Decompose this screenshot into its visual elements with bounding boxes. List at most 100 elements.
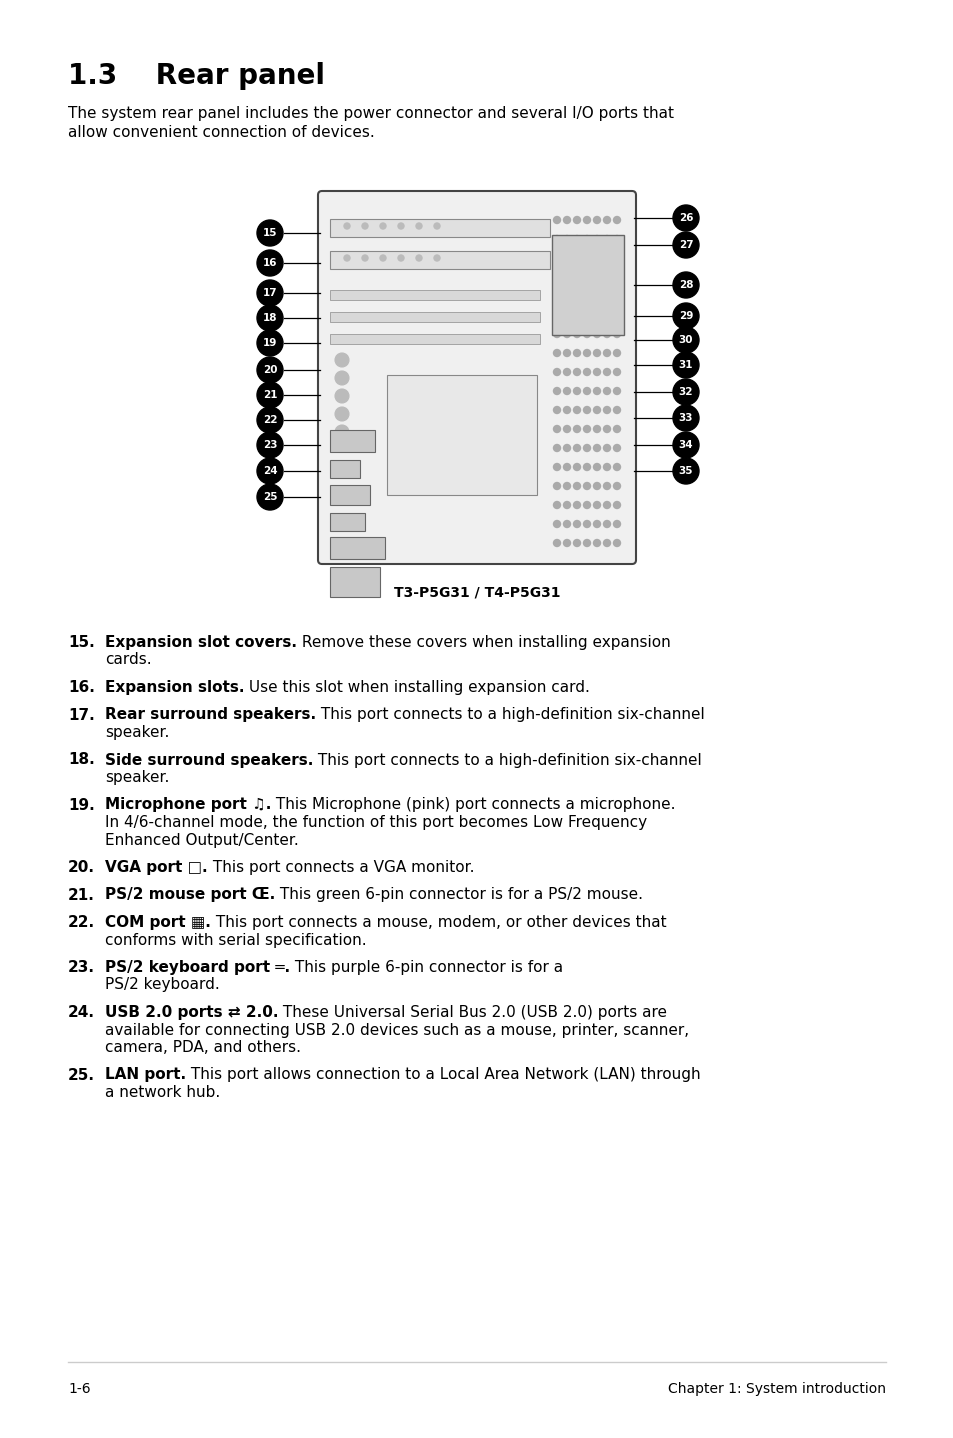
Text: PS/2 keyboard.: PS/2 keyboard. (105, 978, 219, 992)
Circle shape (603, 217, 610, 223)
Circle shape (603, 292, 610, 299)
Circle shape (593, 483, 599, 489)
Circle shape (553, 217, 560, 223)
Circle shape (256, 457, 283, 485)
Text: 32: 32 (678, 387, 693, 397)
Text: Expansion slot covers.: Expansion slot covers. (105, 636, 296, 650)
Circle shape (672, 352, 699, 378)
Circle shape (672, 431, 699, 457)
Circle shape (553, 255, 560, 262)
Text: speaker.: speaker. (105, 725, 170, 741)
Text: 20: 20 (262, 365, 277, 375)
Circle shape (672, 303, 699, 329)
Text: VGA port □.: VGA port □. (105, 860, 208, 874)
Circle shape (593, 368, 599, 375)
Circle shape (563, 539, 570, 546)
Circle shape (672, 232, 699, 257)
Bar (330, 567, 379, 597)
Circle shape (593, 539, 599, 546)
Circle shape (553, 483, 560, 489)
Circle shape (583, 217, 590, 223)
Text: In 4/6-channel mode, the function of this port becomes Low Frequency: In 4/6-channel mode, the function of thi… (105, 815, 646, 830)
Text: 22.: 22. (68, 915, 95, 930)
Circle shape (593, 521, 599, 528)
Circle shape (593, 273, 599, 280)
Circle shape (672, 457, 699, 485)
Text: 24.: 24. (68, 1005, 95, 1020)
Circle shape (563, 444, 570, 452)
Bar (330, 430, 375, 452)
Circle shape (256, 357, 283, 383)
Text: This port connects to a high-definition six-channel: This port connects to a high-definition … (313, 752, 701, 768)
Text: 17: 17 (262, 288, 277, 298)
Text: available for connecting USB 2.0 devices such as a mouse, printer, scanner,: available for connecting USB 2.0 devices… (105, 1022, 688, 1037)
Text: 27: 27 (678, 240, 693, 250)
Circle shape (583, 444, 590, 452)
Text: 25: 25 (262, 492, 277, 502)
Circle shape (603, 387, 610, 394)
Text: These Universal Serial Bus 2.0 (USB 2.0) ports are: These Universal Serial Bus 2.0 (USB 2.0)… (278, 1005, 667, 1020)
Text: Use this slot when installing expansion card.: Use this slot when installing expansion … (244, 680, 590, 695)
Circle shape (593, 387, 599, 394)
Circle shape (603, 349, 610, 357)
Circle shape (583, 463, 590, 470)
Text: allow convenient connection of devices.: allow convenient connection of devices. (68, 125, 375, 139)
Text: 35: 35 (678, 466, 693, 476)
Circle shape (573, 502, 579, 509)
Circle shape (563, 292, 570, 299)
Text: 17.: 17. (68, 707, 94, 722)
Circle shape (603, 407, 610, 414)
Circle shape (603, 539, 610, 546)
Circle shape (573, 331, 579, 338)
Circle shape (603, 483, 610, 489)
Text: Enhanced Output/Center.: Enhanced Output/Center. (105, 833, 298, 847)
Circle shape (613, 217, 619, 223)
Circle shape (603, 273, 610, 280)
Text: This port connects a VGA monitor.: This port connects a VGA monitor. (208, 860, 474, 874)
Circle shape (613, 236, 619, 243)
Circle shape (583, 349, 590, 357)
Circle shape (593, 236, 599, 243)
Circle shape (553, 539, 560, 546)
Circle shape (583, 426, 590, 433)
Text: 1.3    Rear panel: 1.3 Rear panel (68, 62, 325, 91)
Circle shape (583, 331, 590, 338)
Circle shape (613, 483, 619, 489)
Circle shape (416, 255, 421, 262)
Text: 25.: 25. (68, 1067, 95, 1083)
Circle shape (583, 387, 590, 394)
Circle shape (672, 272, 699, 298)
Circle shape (434, 223, 439, 229)
Circle shape (416, 223, 421, 229)
Circle shape (613, 426, 619, 433)
Circle shape (603, 331, 610, 338)
Circle shape (573, 387, 579, 394)
Circle shape (593, 217, 599, 223)
Circle shape (361, 255, 368, 262)
Text: Microphone port ♫.: Microphone port ♫. (105, 798, 271, 812)
Text: USB 2.0 ports ⇄ 2.0.: USB 2.0 ports ⇄ 2.0. (105, 1005, 278, 1020)
Text: 31: 31 (678, 360, 693, 370)
Circle shape (613, 463, 619, 470)
Text: 18: 18 (262, 313, 277, 324)
Text: 33: 33 (678, 413, 693, 423)
Circle shape (397, 255, 403, 262)
Circle shape (593, 407, 599, 414)
Text: 16: 16 (262, 257, 277, 267)
Circle shape (256, 485, 283, 510)
Text: 21.: 21. (68, 887, 94, 903)
Circle shape (573, 292, 579, 299)
Circle shape (593, 349, 599, 357)
Bar (330, 252, 550, 269)
Circle shape (563, 236, 570, 243)
Text: COM port ▦.: COM port ▦. (105, 915, 211, 930)
Circle shape (335, 390, 349, 403)
Circle shape (256, 383, 283, 408)
Circle shape (583, 539, 590, 546)
Text: 28: 28 (678, 280, 693, 290)
Circle shape (573, 312, 579, 318)
Text: 15: 15 (262, 229, 277, 239)
Circle shape (573, 349, 579, 357)
Circle shape (613, 444, 619, 452)
Text: PS/2 mouse port Œ.: PS/2 mouse port Œ. (105, 887, 275, 903)
